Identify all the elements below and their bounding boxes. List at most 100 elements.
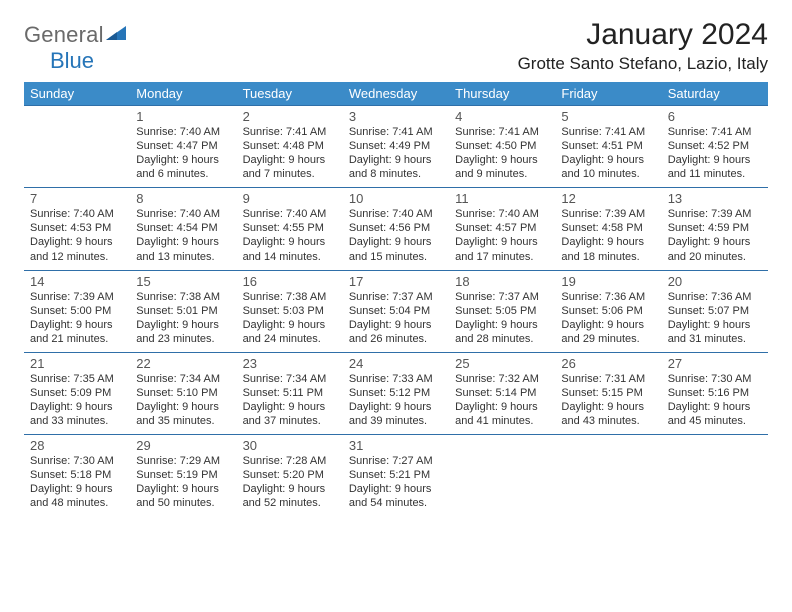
day-info: Sunrise: 7:27 AMSunset: 5:21 PMDaylight:… [349,454,443,510]
day-number: 3 [349,109,443,124]
day-info: Sunrise: 7:29 AMSunset: 5:19 PMDaylight:… [136,454,230,510]
day-number: 22 [136,356,230,371]
day-number: 10 [349,191,443,206]
calendar-day-cell: 12Sunrise: 7:39 AMSunset: 4:58 PMDayligh… [555,188,661,270]
calendar-day-cell: 19Sunrise: 7:36 AMSunset: 5:06 PMDayligh… [555,270,661,352]
weekday-header: Friday [555,82,661,106]
day-info: Sunrise: 7:38 AMSunset: 5:03 PMDaylight:… [243,290,337,346]
day-number: 26 [561,356,655,371]
calendar-week-row: 14Sunrise: 7:39 AMSunset: 5:00 PMDayligh… [24,270,768,352]
calendar-day-cell: 14Sunrise: 7:39 AMSunset: 5:00 PMDayligh… [24,270,130,352]
day-number: 7 [30,191,124,206]
logo-word-blue: Blue [24,48,94,73]
day-number: 14 [30,274,124,289]
day-info: Sunrise: 7:40 AMSunset: 4:47 PMDaylight:… [136,125,230,181]
day-info: Sunrise: 7:39 AMSunset: 4:58 PMDaylight:… [561,207,655,263]
day-number: 11 [455,191,549,206]
day-info: Sunrise: 7:36 AMSunset: 5:06 PMDaylight:… [561,290,655,346]
calendar-day-cell: 29Sunrise: 7:29 AMSunset: 5:19 PMDayligh… [130,435,236,517]
day-info: Sunrise: 7:37 AMSunset: 5:05 PMDaylight:… [455,290,549,346]
calendar-table: Sunday Monday Tuesday Wednesday Thursday… [24,82,768,517]
day-number: 12 [561,191,655,206]
brand-logo: General Blue [24,18,126,74]
calendar-day-cell: 22Sunrise: 7:34 AMSunset: 5:10 PMDayligh… [130,352,236,434]
day-number: 1 [136,109,230,124]
weekday-header: Saturday [662,82,768,106]
day-number: 8 [136,191,230,206]
calendar-day-cell: 17Sunrise: 7:37 AMSunset: 5:04 PMDayligh… [343,270,449,352]
calendar-day-cell: 21Sunrise: 7:35 AMSunset: 5:09 PMDayligh… [24,352,130,434]
calendar-day-cell: 27Sunrise: 7:30 AMSunset: 5:16 PMDayligh… [662,352,768,434]
day-info: Sunrise: 7:30 AMSunset: 5:18 PMDaylight:… [30,454,124,510]
day-info: Sunrise: 7:31 AMSunset: 5:15 PMDaylight:… [561,372,655,428]
day-info: Sunrise: 7:33 AMSunset: 5:12 PMDaylight:… [349,372,443,428]
calendar-day-cell: 24Sunrise: 7:33 AMSunset: 5:12 PMDayligh… [343,352,449,434]
day-number: 17 [349,274,443,289]
day-info: Sunrise: 7:34 AMSunset: 5:11 PMDaylight:… [243,372,337,428]
day-number: 13 [668,191,762,206]
weekday-header: Monday [130,82,236,106]
day-number: 31 [349,438,443,453]
logo-triangle-icon [106,26,126,45]
day-info: Sunrise: 7:36 AMSunset: 5:07 PMDaylight:… [668,290,762,346]
day-info: Sunrise: 7:39 AMSunset: 5:00 PMDaylight:… [30,290,124,346]
calendar-day-cell: 5Sunrise: 7:41 AMSunset: 4:51 PMDaylight… [555,106,661,188]
day-info: Sunrise: 7:40 AMSunset: 4:56 PMDaylight:… [349,207,443,263]
logo-word-general: General [24,22,104,47]
day-number: 9 [243,191,337,206]
calendar-day-cell: 16Sunrise: 7:38 AMSunset: 5:03 PMDayligh… [237,270,343,352]
day-number: 25 [455,356,549,371]
weekday-header-row: Sunday Monday Tuesday Wednesday Thursday… [24,82,768,106]
calendar-day-cell: 1Sunrise: 7:40 AMSunset: 4:47 PMDaylight… [130,106,236,188]
day-number: 20 [668,274,762,289]
day-number: 6 [668,109,762,124]
calendar-day-cell: 15Sunrise: 7:38 AMSunset: 5:01 PMDayligh… [130,270,236,352]
day-info: Sunrise: 7:35 AMSunset: 5:09 PMDaylight:… [30,372,124,428]
calendar-day-cell: 28Sunrise: 7:30 AMSunset: 5:18 PMDayligh… [24,435,130,517]
day-info: Sunrise: 7:41 AMSunset: 4:50 PMDaylight:… [455,125,549,181]
calendar-day-cell: 8Sunrise: 7:40 AMSunset: 4:54 PMDaylight… [130,188,236,270]
calendar-day-cell: 30Sunrise: 7:28 AMSunset: 5:20 PMDayligh… [237,435,343,517]
day-info: Sunrise: 7:37 AMSunset: 5:04 PMDaylight:… [349,290,443,346]
day-info: Sunrise: 7:28 AMSunset: 5:20 PMDaylight:… [243,454,337,510]
calendar-day-cell: 31Sunrise: 7:27 AMSunset: 5:21 PMDayligh… [343,435,449,517]
calendar-day-cell [24,106,130,188]
day-number: 27 [668,356,762,371]
calendar-week-row: 7Sunrise: 7:40 AMSunset: 4:53 PMDaylight… [24,188,768,270]
weekday-header: Thursday [449,82,555,106]
day-info: Sunrise: 7:40 AMSunset: 4:53 PMDaylight:… [30,207,124,263]
calendar-day-cell: 2Sunrise: 7:41 AMSunset: 4:48 PMDaylight… [237,106,343,188]
day-info: Sunrise: 7:41 AMSunset: 4:51 PMDaylight:… [561,125,655,181]
calendar-day-cell: 25Sunrise: 7:32 AMSunset: 5:14 PMDayligh… [449,352,555,434]
weekday-header: Sunday [24,82,130,106]
day-info: Sunrise: 7:38 AMSunset: 5:01 PMDaylight:… [136,290,230,346]
day-number: 2 [243,109,337,124]
calendar-day-cell: 9Sunrise: 7:40 AMSunset: 4:55 PMDaylight… [237,188,343,270]
day-number: 24 [349,356,443,371]
calendar-week-row: 21Sunrise: 7:35 AMSunset: 5:09 PMDayligh… [24,352,768,434]
day-number: 18 [455,274,549,289]
day-info: Sunrise: 7:34 AMSunset: 5:10 PMDaylight:… [136,372,230,428]
day-info: Sunrise: 7:30 AMSunset: 5:16 PMDaylight:… [668,372,762,428]
calendar-week-row: 1Sunrise: 7:40 AMSunset: 4:47 PMDaylight… [24,106,768,188]
calendar-day-cell: 11Sunrise: 7:40 AMSunset: 4:57 PMDayligh… [449,188,555,270]
day-number: 29 [136,438,230,453]
day-info: Sunrise: 7:39 AMSunset: 4:59 PMDaylight:… [668,207,762,263]
day-number: 5 [561,109,655,124]
month-title: January 2024 [518,18,768,52]
day-number: 28 [30,438,124,453]
calendar-day-cell: 13Sunrise: 7:39 AMSunset: 4:59 PMDayligh… [662,188,768,270]
weekday-header: Tuesday [237,82,343,106]
calendar-page: General Blue January 2024 Grotte Santo S… [0,0,792,517]
day-info: Sunrise: 7:41 AMSunset: 4:48 PMDaylight:… [243,125,337,181]
day-number: 16 [243,274,337,289]
calendar-week-row: 28Sunrise: 7:30 AMSunset: 5:18 PMDayligh… [24,435,768,517]
day-number: 30 [243,438,337,453]
day-info: Sunrise: 7:40 AMSunset: 4:57 PMDaylight:… [455,207,549,263]
day-info: Sunrise: 7:40 AMSunset: 4:54 PMDaylight:… [136,207,230,263]
calendar-day-cell: 4Sunrise: 7:41 AMSunset: 4:50 PMDaylight… [449,106,555,188]
day-info: Sunrise: 7:41 AMSunset: 4:52 PMDaylight:… [668,125,762,181]
calendar-day-cell: 20Sunrise: 7:36 AMSunset: 5:07 PMDayligh… [662,270,768,352]
calendar-day-cell: 18Sunrise: 7:37 AMSunset: 5:05 PMDayligh… [449,270,555,352]
header: General Blue January 2024 Grotte Santo S… [24,18,768,74]
